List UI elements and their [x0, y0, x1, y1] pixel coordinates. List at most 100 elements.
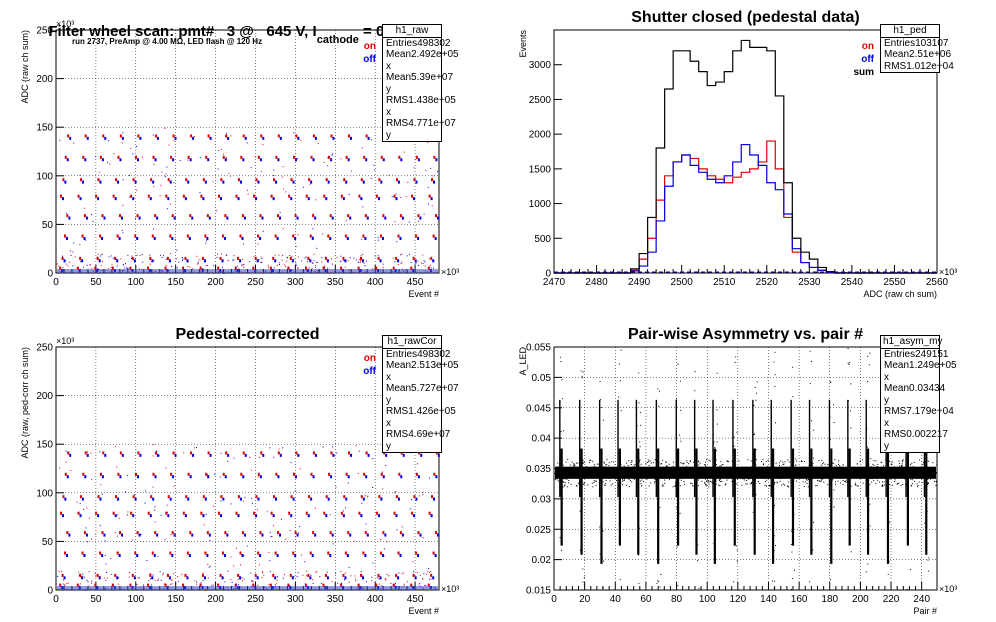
- data-point-off: [174, 136, 177, 140]
- outlier-point: [735, 545, 737, 547]
- noise-point: [423, 260, 425, 262]
- band-point: [585, 466, 587, 468]
- noise-point: [417, 260, 419, 262]
- band-point: [876, 473, 878, 475]
- noise-point: [181, 256, 183, 258]
- data-point-on: [395, 495, 398, 499]
- data-point-off: [275, 180, 278, 184]
- band-point: [685, 467, 687, 469]
- noise-point: [107, 268, 109, 270]
- band-point: [668, 467, 670, 469]
- stats-row: Mean x 1.249e+05: [881, 360, 957, 383]
- data-point-on: [427, 266, 430, 270]
- noise-point: [274, 254, 276, 256]
- band-point: [857, 485, 859, 487]
- band-point: [841, 466, 843, 468]
- band-point: [576, 462, 578, 464]
- band-point: [671, 467, 673, 469]
- outlier-point: [736, 549, 738, 551]
- noise-point: [205, 242, 207, 244]
- noise-point: [320, 582, 322, 584]
- data-point-off: [136, 236, 139, 240]
- noise-point: [216, 210, 218, 212]
- noise-point: [312, 262, 314, 264]
- data-point-on: [119, 531, 122, 535]
- band-point: [824, 473, 826, 475]
- band-point: [920, 473, 922, 475]
- noise-point: [340, 260, 342, 262]
- data-point-on: [365, 451, 368, 455]
- x-tick-label: 200: [852, 594, 869, 605]
- band-point: [812, 462, 814, 464]
- data-point-on: [97, 495, 100, 499]
- data-point-on: [295, 451, 298, 455]
- data-point-on: [393, 511, 396, 515]
- band-point: [609, 480, 611, 482]
- data-point-on: [255, 178, 258, 182]
- noise-point: [117, 514, 119, 516]
- data-point-on: [325, 495, 328, 499]
- band-point: [582, 475, 584, 477]
- band-point: [761, 466, 763, 468]
- noise-point: [212, 584, 214, 586]
- data-point-on: [112, 194, 115, 198]
- data-point-on: [239, 234, 242, 238]
- noise-point: [80, 576, 82, 578]
- band-point: [648, 459, 650, 461]
- outlier-point: [600, 491, 602, 493]
- data-point-on: [82, 472, 85, 476]
- band-point: [928, 460, 930, 462]
- noise-point: [202, 268, 204, 270]
- band-point: [921, 478, 923, 480]
- band-point: [850, 473, 852, 475]
- band-point: [715, 464, 717, 466]
- band-point: [672, 461, 674, 463]
- data-point-on: [357, 583, 360, 587]
- noise-point: [131, 255, 133, 257]
- outlier-point: [753, 433, 755, 435]
- noise-point: [150, 578, 152, 580]
- outlier-point: [812, 457, 814, 459]
- data-point-off: [327, 497, 330, 501]
- noise-point: [73, 142, 75, 144]
- noise-point: [166, 258, 168, 260]
- stats-label: RMS x: [884, 406, 907, 429]
- noise-point: [286, 256, 288, 258]
- data-point-on: [433, 472, 436, 476]
- band-point: [914, 467, 916, 469]
- band-point: [641, 473, 643, 475]
- data-point-off: [133, 576, 136, 580]
- data-point-on: [182, 266, 185, 270]
- data-point-on: [129, 583, 132, 587]
- noise-point: [69, 261, 71, 263]
- band-point: [781, 484, 783, 486]
- data-point-off: [296, 533, 299, 537]
- noise-point: [79, 174, 81, 176]
- band-point: [603, 461, 605, 463]
- noise-point: [79, 503, 81, 505]
- noise-point: [66, 583, 68, 585]
- data-point-off: [297, 136, 300, 140]
- band-point: [694, 483, 696, 485]
- noise-point: [164, 127, 166, 129]
- noise-point: [261, 576, 263, 578]
- data-point-off: [413, 514, 416, 518]
- noise-point: [202, 572, 204, 574]
- noise-point: [153, 163, 155, 165]
- noise-point: [200, 582, 202, 584]
- band-point: [628, 486, 630, 488]
- data-point-off: [81, 259, 84, 263]
- data-point-on: [237, 178, 240, 182]
- data-point-on: [325, 178, 328, 182]
- data-point-off: [118, 236, 121, 240]
- band-point: [653, 482, 655, 484]
- data-point-off: [171, 553, 174, 557]
- noise-point: [56, 263, 58, 265]
- noise-point: [122, 132, 124, 134]
- band-point: [871, 478, 873, 480]
- band-point: [844, 481, 846, 483]
- outlier-point: [733, 436, 735, 438]
- data-point-off: [136, 553, 139, 557]
- data-point-on: [415, 472, 418, 476]
